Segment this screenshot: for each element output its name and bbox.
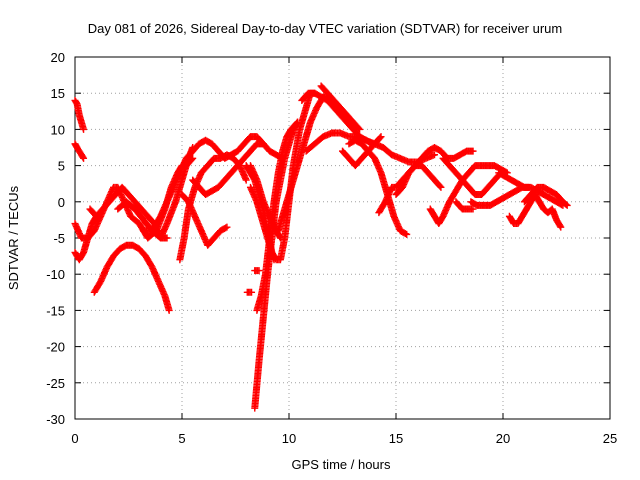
data-point: [376, 134, 384, 142]
series-arc-6: [90, 241, 173, 314]
y-tick-label: -25: [46, 376, 65, 391]
series-arc-26: [392, 144, 477, 199]
series-arc-29: [452, 198, 477, 213]
series-arc-32: [505, 191, 565, 231]
y-tick-label: 10: [51, 122, 65, 137]
x-axis-ticks: 0 5 10 15 20 25: [71, 57, 617, 446]
data-point: [294, 118, 302, 126]
data-point: [436, 182, 444, 190]
y-tick-label: -30: [46, 412, 65, 427]
data-point: [469, 147, 477, 155]
series-arc-31: [467, 183, 533, 209]
y-axis-ticks: -30 -25 -20 -15 -10 -5 0 5 10 15 20: [46, 50, 610, 427]
chart-title: Day 081 of 2026, Sidereal Day-to-day VTE…: [88, 21, 562, 36]
series-arc-28: [439, 154, 505, 199]
data-point: [242, 176, 250, 184]
y-tick-label: -15: [46, 303, 65, 318]
data-point: [255, 267, 263, 275]
y-tick-label: 15: [51, 86, 65, 101]
data-point: [401, 230, 409, 238]
data-point: [80, 125, 88, 133]
y-tick-label: -10: [46, 267, 65, 282]
x-tick-label: 10: [282, 431, 296, 446]
series-arc-24: [339, 133, 385, 170]
data-point: [276, 234, 284, 242]
data-point: [248, 288, 256, 296]
data-point: [163, 234, 171, 242]
series-arc-16: [253, 118, 302, 314]
x-tick-label: 0: [71, 431, 78, 446]
y-tick-label: -20: [46, 340, 65, 355]
data-point: [563, 201, 571, 209]
data-point: [223, 223, 231, 231]
data-point: [165, 306, 173, 314]
data-point: [437, 183, 445, 191]
data-point: [79, 153, 87, 161]
x-axis-label: GPS time / hours: [292, 457, 391, 472]
series-arc-10: [178, 191, 231, 249]
series-arc-8: [139, 133, 267, 235]
x-tick-label: 15: [389, 431, 403, 446]
data-point: [222, 224, 230, 232]
data-point: [403, 230, 411, 238]
data-point: [80, 154, 88, 162]
data-point: [293, 119, 301, 127]
series-arc-18: [251, 267, 263, 275]
data-point: [276, 233, 284, 241]
series-arc-17: [243, 288, 256, 296]
series-arc-21: [317, 82, 364, 133]
y-tick-label: 0: [58, 195, 65, 210]
data-point: [355, 124, 363, 132]
series-arc-33: [520, 183, 571, 209]
series-arc-1: [71, 96, 88, 133]
y-tick-label: 20: [51, 50, 65, 65]
data-point: [377, 133, 385, 141]
data-point: [557, 223, 565, 231]
data-point: [431, 151, 439, 159]
y-tick-label: 5: [58, 159, 65, 174]
data-points: [71, 82, 571, 412]
y-tick-label: -5: [53, 231, 65, 246]
series-arc-11: [189, 140, 287, 199]
data-point: [562, 201, 570, 209]
x-tick-label: 25: [603, 431, 617, 446]
x-tick-label: 5: [178, 431, 185, 446]
y-axis-label: SDTVAR / TECUs: [6, 185, 21, 290]
data-point: [525, 183, 533, 191]
data-point: [556, 222, 564, 230]
series-arc-2: [71, 140, 88, 162]
x-tick-label: 20: [496, 431, 510, 446]
data-point: [356, 125, 364, 133]
